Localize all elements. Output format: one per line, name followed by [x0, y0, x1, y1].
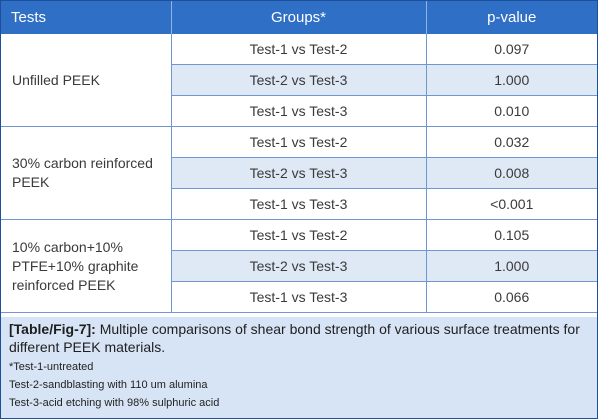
p-value-cell: 1.000: [426, 250, 597, 282]
caption-label: [Table/Fig-7]:: [9, 321, 96, 337]
table-row: Test-2 vs Test-3 0.008: [1, 157, 597, 189]
p-value-cell: 0.032: [426, 126, 597, 158]
footnote-test-1: *Test-1-untreated: [9, 361, 94, 373]
table-row: Test-1 vs Test-3 0.010: [1, 95, 597, 127]
table-body: Unfilled PEEK Test-1 vs Test-2 0.097 Tes…: [1, 34, 597, 313]
test-name-cell: Unfilled PEEK: [1, 34, 172, 127]
group-cell: Test-1 vs Test-2: [171, 126, 427, 158]
p-value-cell: <0.001: [426, 188, 597, 220]
p-value-cell: 0.066: [426, 281, 597, 313]
table-row: Test-2 vs Test-3 1.000: [1, 250, 597, 282]
caption-text: [Table/Fig-7]: Multiple comparisons of s…: [9, 320, 589, 356]
p-value-cell: 0.008: [426, 157, 597, 189]
footnote-test-2: Test-2-sandblasting with 110 um alumina: [9, 379, 208, 391]
group-cell: Test-2 vs Test-3: [171, 157, 427, 189]
header-groups: Groups*: [171, 1, 427, 34]
p-value-cell: 1.000: [426, 64, 597, 96]
comparison-table: Tests Groups* p-value Unfilled PEEK Test…: [1, 1, 597, 313]
table-row: 10% carbon+10% PTFE+10% graphite reinfor…: [1, 219, 597, 313]
group-cell: Test-1 vs Test-3: [171, 188, 427, 220]
p-value-cell: 0.010: [426, 95, 597, 127]
group-cell: Test-2 vs Test-3: [171, 64, 427, 96]
group-cell: Test-1 vs Test-2: [171, 34, 427, 65]
figure-caption: [Table/Fig-7]: Multiple comparisons of s…: [1, 317, 597, 418]
header-row: Tests Groups* p-value: [1, 1, 597, 34]
group-cell: Test-2 vs Test-3: [171, 250, 427, 282]
table-row: Test-2 vs Test-3 1.000: [1, 64, 597, 96]
caption-description: Multiple comparisons of shear bond stren…: [9, 321, 580, 355]
test-name-cell: 30% carbon reinforced PEEK: [1, 126, 172, 220]
table-row: 30% carbon reinforced PEEK Test-1 vs Tes…: [1, 126, 597, 220]
table-header: Tests Groups* p-value: [1, 1, 597, 34]
header-tests: Tests: [1, 1, 172, 34]
group-cell: Test-1 vs Test-2: [171, 219, 427, 251]
p-value-cell: 0.097: [426, 34, 597, 65]
group-cell: Test-1 vs Test-3: [171, 95, 427, 127]
p-value-cell: 0.105: [426, 219, 597, 251]
test-name-cell: 10% carbon+10% PTFE+10% graphite reinfor…: [1, 219, 172, 313]
table-row: Test-1 vs Test-3 0.066: [1, 281, 597, 313]
group-cell: Test-1 vs Test-3: [171, 281, 427, 313]
table-row: Unfilled PEEK Test-1 vs Test-2 0.097: [1, 34, 597, 127]
footnote-test-3: Test-3-acid etching with 98% sulphuric a…: [9, 397, 220, 409]
header-p-value: p-value: [426, 1, 597, 34]
table-row: Test-1 vs Test-3 <0.001: [1, 188, 597, 220]
